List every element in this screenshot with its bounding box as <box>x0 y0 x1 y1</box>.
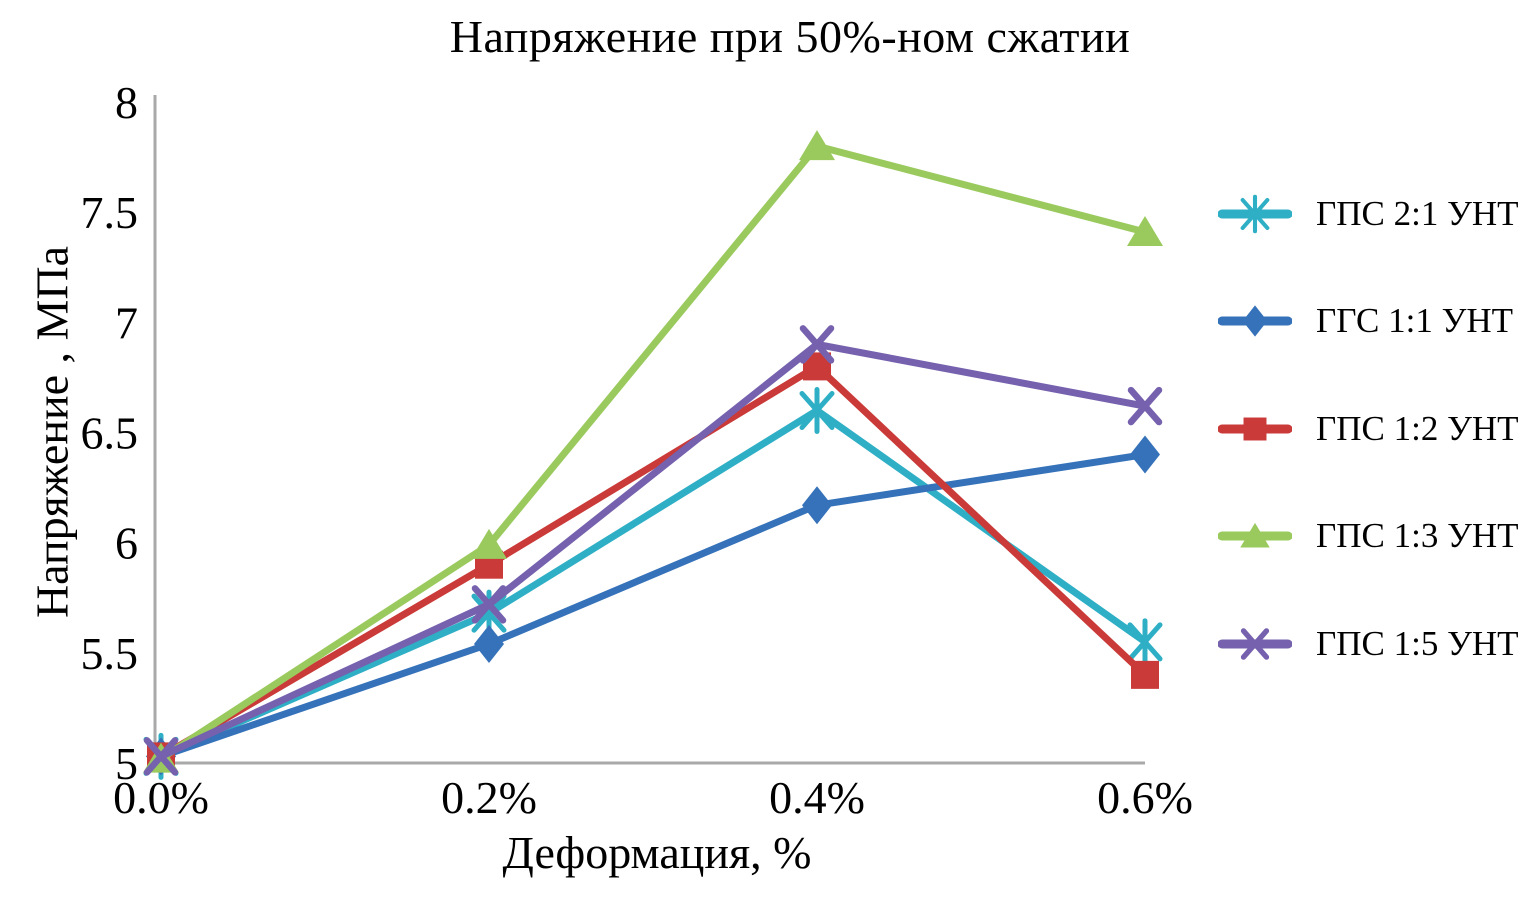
asterisk-marker <box>471 593 507 633</box>
y-tick-label: 6.5 <box>81 408 139 459</box>
triangle-marker <box>1127 216 1163 247</box>
x-tick-label: 0.4% <box>769 772 865 823</box>
diamond-legend-marker <box>1242 305 1268 337</box>
square-legend-marker-icon <box>1218 417 1292 441</box>
x-legend-marker-icon <box>1218 628 1292 660</box>
legend-item-1: ГПС 2:1 УНТ <box>1218 191 1519 237</box>
legend-item-4: ГПС 1:3 УНТ <box>1218 513 1519 559</box>
diamond-marker <box>474 625 504 664</box>
square-marker <box>1131 660 1159 689</box>
triangle-legend-marker-icon <box>1218 522 1292 548</box>
x-marker <box>143 737 179 776</box>
x-marker <box>1127 386 1163 426</box>
legend-label: ГПС 1:3 УНТ <box>1316 516 1519 555</box>
legend-item-5: ГПС 1:5 УНТ <box>1218 621 1519 667</box>
legend-label: ГПС 1:2 УНТ <box>1316 409 1519 448</box>
asterisk-legend-marker <box>1240 198 1270 230</box>
series-line-2 <box>159 451 1146 760</box>
asterisk-legend-marker-icon <box>1218 194 1292 234</box>
chart-title: Напряжение при 50%-ном сжатии <box>449 11 1131 62</box>
series-line-1 <box>159 406 1148 760</box>
square-legend-marker <box>1243 417 1267 441</box>
y-tick-label: 7.5 <box>81 187 139 238</box>
y-tick-label: 6 <box>115 518 138 569</box>
x-axis-title: Деформация, % <box>502 827 812 878</box>
legend-label: ГГС 1:1 УНТ <box>1316 301 1514 340</box>
diamond-marker <box>1130 435 1160 474</box>
legend-item-3: ГПС 1:2 УНТ <box>1218 406 1519 452</box>
asterisk-marker <box>799 390 835 430</box>
x-tick-label: 0.6% <box>1097 772 1193 823</box>
y-tick-label: 5 <box>115 738 138 789</box>
x-marker <box>471 585 507 624</box>
x-marker <box>799 325 835 364</box>
legend-label: ГПС 1:5 УНТ <box>1316 624 1519 663</box>
x-legend-marker <box>1240 628 1270 660</box>
series-line-5 <box>159 340 1146 760</box>
triangle-marker <box>471 528 507 559</box>
legend-item-2: ГГС 1:1 УНТ <box>1218 298 1513 344</box>
asterisk-marker <box>1127 622 1163 662</box>
y-tick-label: 7 <box>115 297 138 348</box>
x-tick-label: 0.0% <box>113 772 209 823</box>
legend: ГПС 2:1 УНТ ГГС 1:1 УНТ ГПС 1:2 УНТ ГПС … <box>1218 0 1535 900</box>
x-tick-label: 0.2% <box>441 772 537 823</box>
diamond-legend-marker-icon <box>1218 305 1292 337</box>
series-line-4 <box>159 142 1146 762</box>
series-line-3 <box>159 362 1148 760</box>
triangle-marker <box>799 130 835 161</box>
y-tick-label: 8 <box>115 77 138 128</box>
y-tick-label: 5.5 <box>81 628 139 679</box>
diamond-marker <box>802 486 832 525</box>
legend-label: ГПС 2:1 УНТ <box>1316 194 1519 233</box>
triangle-legend-marker <box>1240 522 1270 548</box>
